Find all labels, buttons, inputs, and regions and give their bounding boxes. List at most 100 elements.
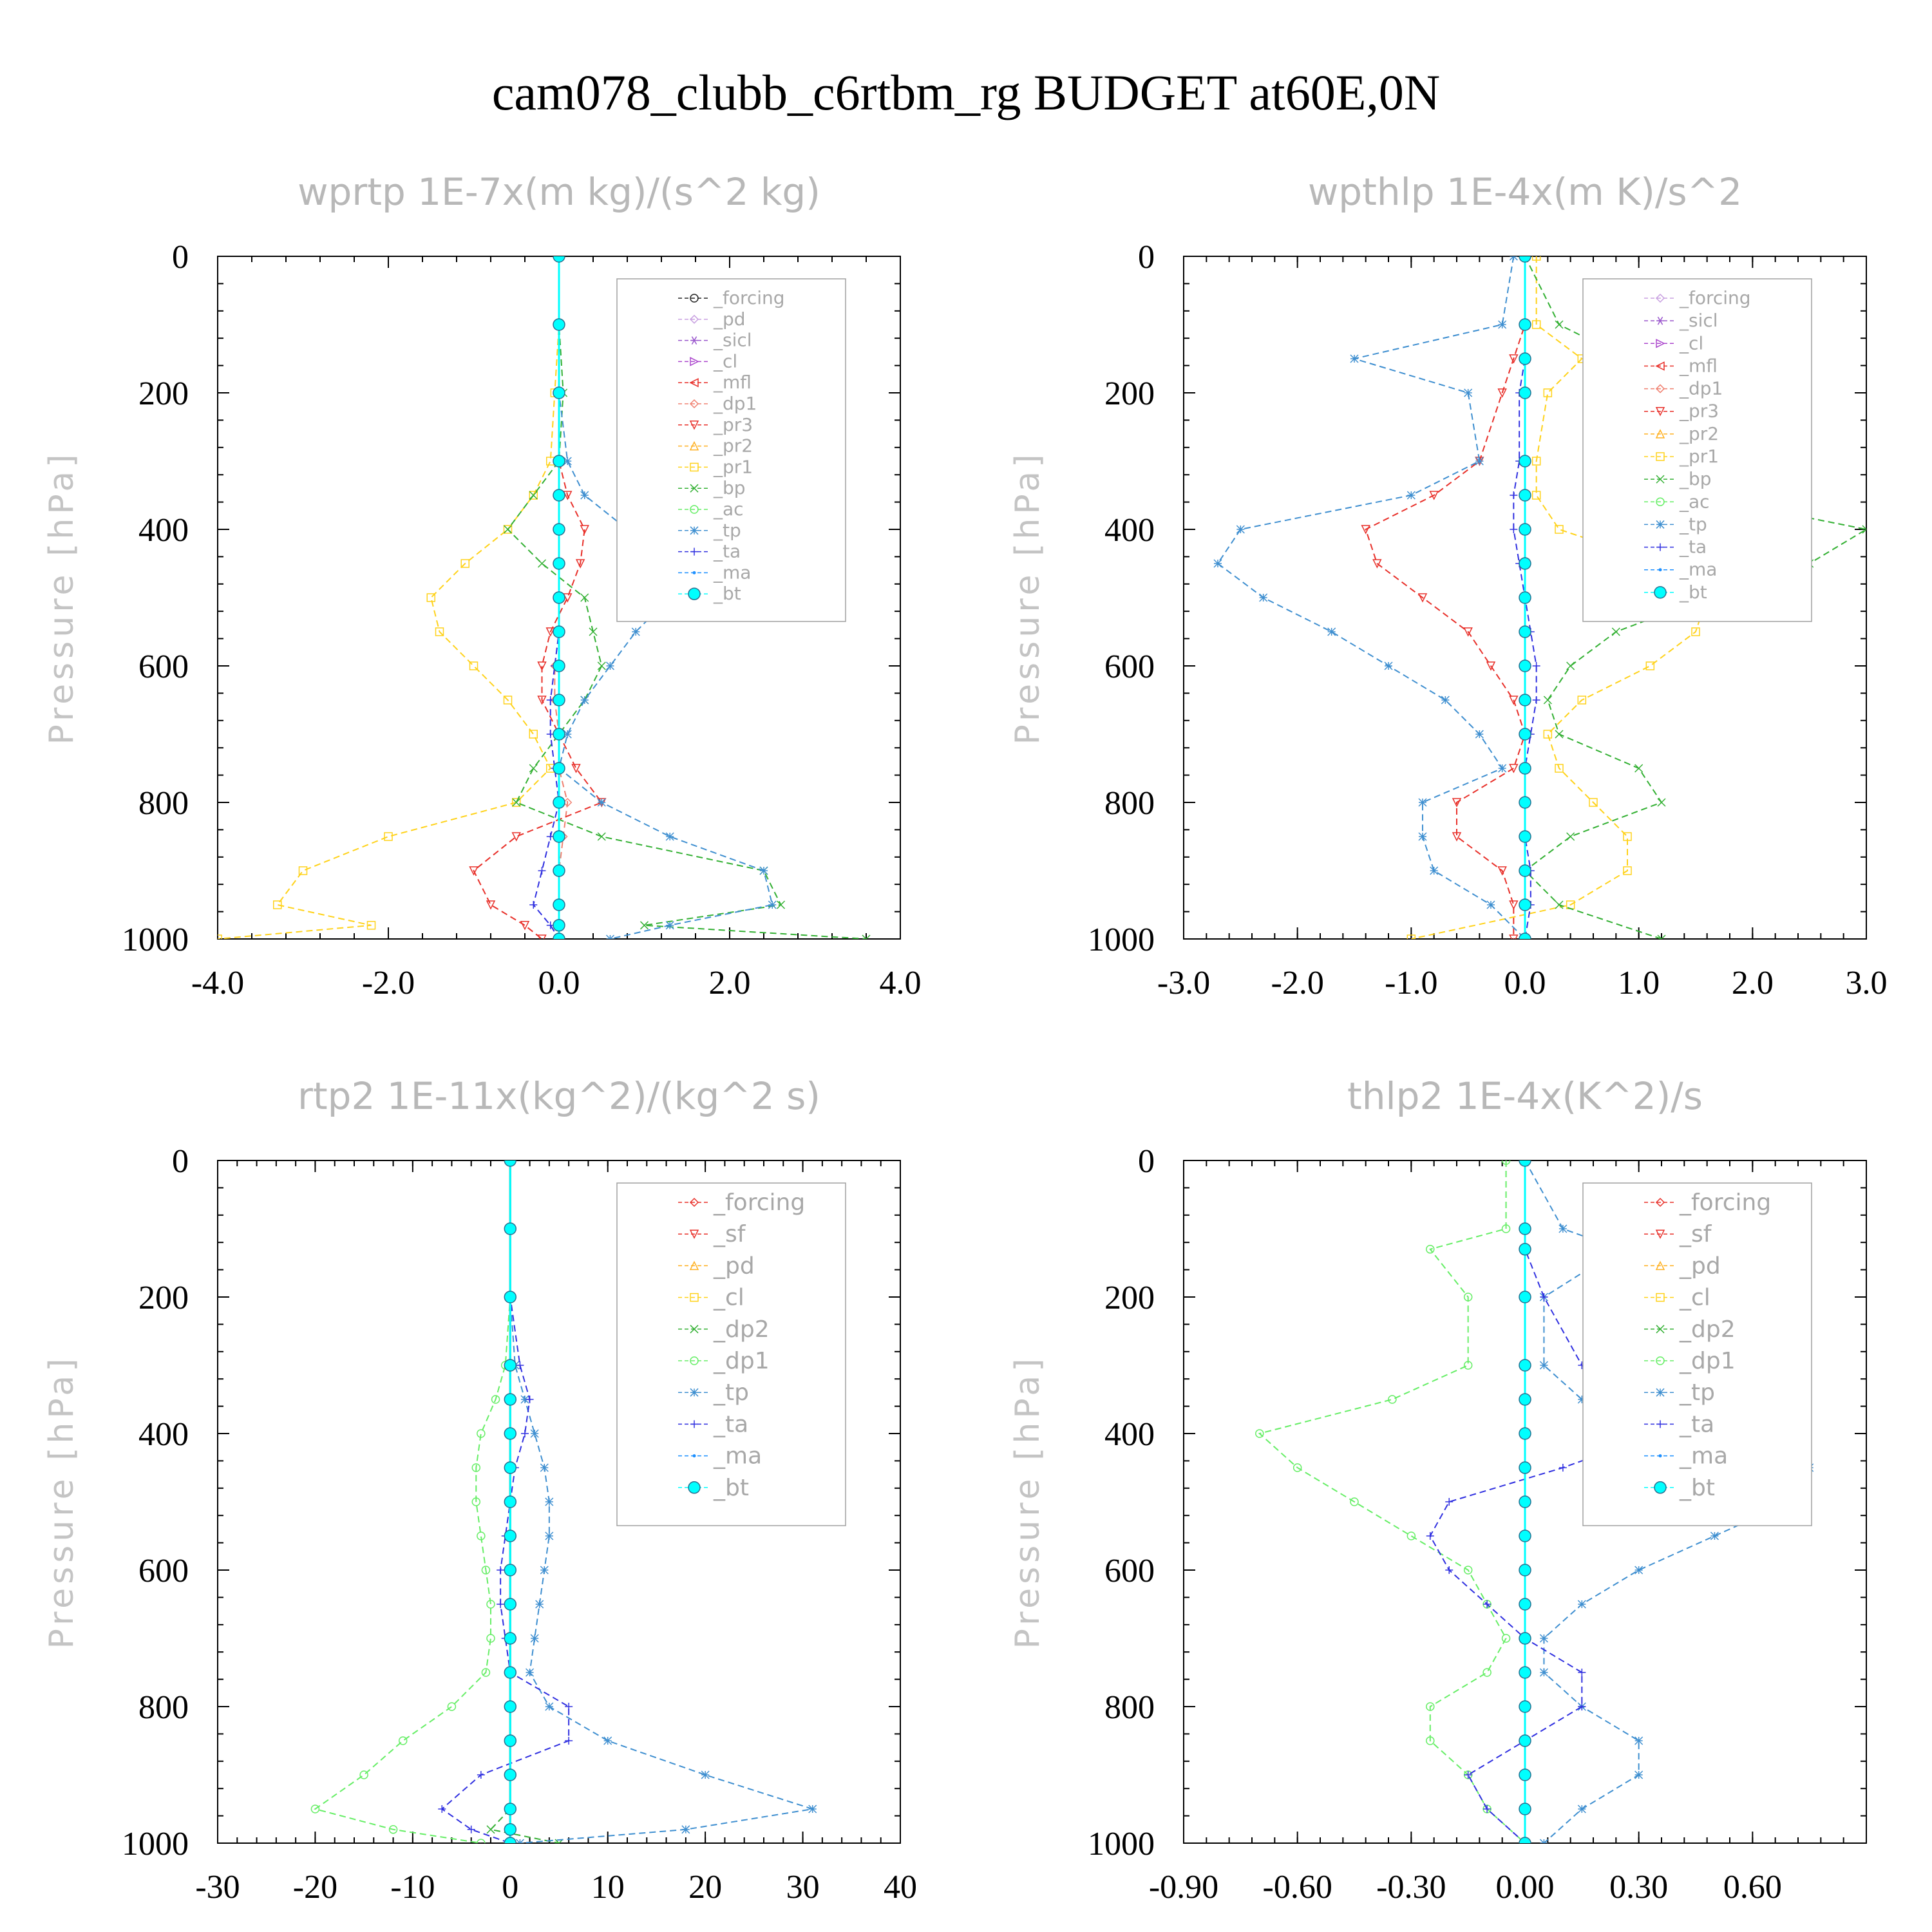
legend-marker xyxy=(689,1197,699,1208)
data-point xyxy=(553,557,565,570)
data-point xyxy=(1501,1634,1511,1643)
legend-label: _bp xyxy=(713,477,746,498)
data-point xyxy=(512,798,521,807)
data-point xyxy=(1519,762,1531,775)
x-tick-label: -0.60 xyxy=(1263,1869,1332,1906)
data-point xyxy=(1531,320,1541,329)
legend-marker xyxy=(1656,543,1664,551)
legend-label: _tp xyxy=(713,520,741,541)
data-point xyxy=(477,1771,485,1779)
data-point xyxy=(1531,457,1541,466)
data-point xyxy=(1498,764,1507,773)
data-point xyxy=(529,901,538,909)
data-point xyxy=(553,933,565,939)
x-tick-label: 0.60 xyxy=(1723,1869,1782,1906)
legend-entry: _cl xyxy=(1644,332,1703,354)
data-point xyxy=(486,1634,495,1643)
legend-marker xyxy=(1656,339,1665,348)
legend-label: _tp xyxy=(1679,513,1707,535)
data-point xyxy=(1255,1429,1264,1438)
y-tick-label: 0 xyxy=(172,239,189,276)
data-point xyxy=(1543,696,1552,705)
data-point xyxy=(1543,388,1553,397)
legend-marker xyxy=(1655,384,1665,393)
legend-label: _tp xyxy=(1679,1379,1715,1406)
data-point xyxy=(1426,1245,1435,1254)
data-point xyxy=(605,661,615,670)
y-tick-label: 1000 xyxy=(1088,1826,1155,1862)
series-bt xyxy=(1519,1160,1531,1843)
legend-entry: _forcing xyxy=(678,1189,805,1216)
data-point xyxy=(1509,900,1519,910)
data-point xyxy=(1426,1702,1435,1711)
data-point xyxy=(1452,798,1462,808)
chart-panel-1: wprtp 1E-7x(m kg)/(s^2 kg) Pressure [hPa]… xyxy=(43,170,922,1001)
data-point xyxy=(681,1825,690,1834)
legend-entry: _ac xyxy=(678,498,744,520)
data-point xyxy=(1555,730,1564,739)
data-point xyxy=(497,1566,505,1574)
data-point xyxy=(310,1804,320,1814)
data-point xyxy=(1519,1734,1531,1747)
y-tick-label: 800 xyxy=(1104,1689,1155,1726)
data-point xyxy=(1634,1736,1643,1745)
data-point xyxy=(1577,1804,1586,1814)
data-point xyxy=(504,1837,517,1843)
legend-marker xyxy=(1656,1420,1664,1428)
legend-label: _sicl xyxy=(1679,310,1718,331)
data-point xyxy=(471,1497,481,1506)
y-tick-label: 800 xyxy=(1104,785,1155,822)
data-point xyxy=(1406,491,1416,500)
panel-title: thlp2 1E-4x(K^2)/s xyxy=(1347,1074,1703,1118)
data-point xyxy=(553,919,565,932)
data-point xyxy=(1464,388,1473,397)
legend-entry: _bt xyxy=(678,1475,749,1501)
data-point xyxy=(504,1359,517,1372)
series-dp1 xyxy=(1255,1160,1530,1843)
legend-label: _pd xyxy=(713,308,746,330)
x-tick-label: -3.0 xyxy=(1157,965,1210,1001)
y-tick-label: 600 xyxy=(1104,1553,1155,1589)
data-point xyxy=(1464,1771,1472,1779)
x-tick-label: 30 xyxy=(786,1869,820,1906)
data-point xyxy=(1555,320,1564,329)
data-point xyxy=(1445,1566,1454,1574)
legend-marker xyxy=(690,294,699,303)
data-point xyxy=(1519,1427,1531,1440)
data-point xyxy=(1510,491,1518,499)
data-point xyxy=(298,866,308,875)
data-point xyxy=(398,1736,408,1745)
data-point xyxy=(1430,866,1439,875)
legend-marker xyxy=(688,1481,701,1494)
legend-label: _forcing xyxy=(713,1189,805,1216)
legend-marker xyxy=(692,1454,696,1458)
y-axis-label: Pressure [hPa] xyxy=(43,451,81,745)
data-point xyxy=(504,1291,517,1303)
legend-entry: _forcing xyxy=(678,287,785,308)
data-point xyxy=(1486,661,1496,671)
series-line xyxy=(1411,256,1708,939)
data-point xyxy=(1555,764,1564,773)
data-point xyxy=(1623,866,1632,875)
legend-label: _pr2 xyxy=(713,435,753,457)
data-point xyxy=(1327,627,1336,636)
data-point xyxy=(1634,764,1643,773)
legend-label: _bt xyxy=(1679,1475,1715,1501)
data-point xyxy=(1475,730,1484,739)
legend-entry: _dp1 xyxy=(1644,1348,1736,1374)
data-point xyxy=(1657,934,1666,939)
legend-label: _cl xyxy=(713,350,737,372)
data-point xyxy=(504,1700,517,1713)
legend-entry: _sf xyxy=(678,1221,746,1247)
legend-label: _forcing xyxy=(1679,1189,1771,1216)
legend-marker xyxy=(1655,406,1665,417)
data-point xyxy=(359,1770,368,1779)
data-point xyxy=(540,1566,549,1575)
x-tick-label: -20 xyxy=(293,1869,337,1906)
data-point xyxy=(553,728,565,741)
data-point xyxy=(553,523,565,536)
data-point xyxy=(1519,864,1531,877)
data-point xyxy=(504,1427,517,1440)
legend-entry: _tp xyxy=(1644,513,1707,535)
data-point xyxy=(504,1598,517,1611)
